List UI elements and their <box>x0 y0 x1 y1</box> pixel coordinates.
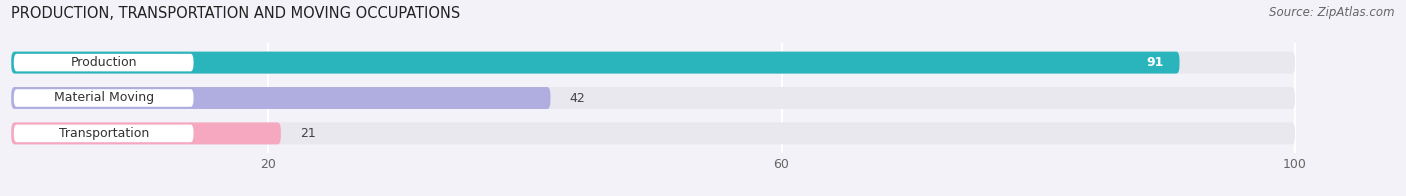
FancyBboxPatch shape <box>11 52 1180 74</box>
FancyBboxPatch shape <box>11 87 1295 109</box>
FancyBboxPatch shape <box>11 87 550 109</box>
Text: Production: Production <box>70 56 136 69</box>
Text: 21: 21 <box>299 127 316 140</box>
FancyBboxPatch shape <box>14 125 194 142</box>
Text: PRODUCTION, TRANSPORTATION AND MOVING OCCUPATIONS: PRODUCTION, TRANSPORTATION AND MOVING OC… <box>11 6 461 21</box>
Text: 42: 42 <box>569 92 585 104</box>
Text: Material Moving: Material Moving <box>53 92 153 104</box>
FancyBboxPatch shape <box>11 122 1295 144</box>
FancyBboxPatch shape <box>11 52 1295 74</box>
Text: Source: ZipAtlas.com: Source: ZipAtlas.com <box>1270 6 1395 19</box>
FancyBboxPatch shape <box>11 122 281 144</box>
FancyBboxPatch shape <box>14 54 194 71</box>
Text: 91: 91 <box>1147 56 1164 69</box>
FancyBboxPatch shape <box>14 89 194 107</box>
Text: Transportation: Transportation <box>59 127 149 140</box>
